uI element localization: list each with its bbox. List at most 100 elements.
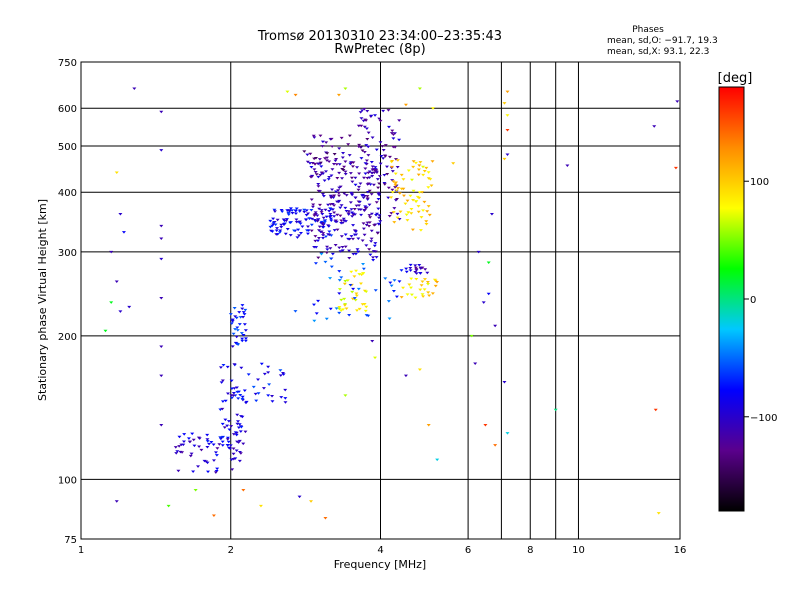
data-point bbox=[325, 248, 330, 251]
data-point bbox=[361, 196, 366, 200]
data-point bbox=[241, 442, 246, 446]
data-point bbox=[315, 239, 320, 243]
data-point bbox=[346, 213, 351, 216]
data-point bbox=[228, 313, 233, 316]
data-point bbox=[320, 226, 325, 229]
y-tick-label: 100 bbox=[58, 475, 77, 486]
data-point bbox=[312, 136, 317, 139]
data-point bbox=[385, 172, 390, 176]
data-point bbox=[365, 110, 370, 113]
data-point bbox=[349, 161, 354, 165]
data-point bbox=[218, 366, 223, 369]
data-point bbox=[435, 458, 440, 462]
data-point bbox=[356, 185, 361, 189]
data-point bbox=[405, 199, 410, 203]
data-point bbox=[337, 186, 342, 190]
data-point bbox=[553, 408, 558, 412]
data-point bbox=[362, 209, 367, 212]
data-point bbox=[352, 297, 357, 300]
data-point bbox=[189, 452, 194, 456]
data-point bbox=[321, 194, 326, 198]
data-point bbox=[338, 206, 343, 210]
data-point bbox=[377, 117, 382, 121]
data-point bbox=[322, 179, 327, 183]
data-point bbox=[417, 368, 422, 371]
data-point bbox=[421, 173, 426, 177]
data-point bbox=[408, 269, 413, 272]
data-point bbox=[304, 218, 309, 222]
data-point bbox=[234, 335, 239, 339]
data-point bbox=[316, 237, 321, 240]
data-point bbox=[337, 288, 342, 291]
chart-title: Tromsø 20130310 23:34:00–23:35:43 bbox=[257, 29, 502, 44]
data-point bbox=[313, 171, 318, 174]
data-point bbox=[656, 512, 661, 515]
data-point bbox=[363, 309, 368, 313]
data-point bbox=[237, 423, 242, 426]
data-point bbox=[349, 270, 354, 274]
data-point bbox=[366, 145, 371, 149]
data-point bbox=[356, 124, 361, 128]
data-point bbox=[313, 211, 318, 214]
data-point bbox=[237, 459, 242, 463]
data-point bbox=[279, 209, 284, 212]
data-point bbox=[373, 289, 378, 292]
data-point bbox=[312, 168, 317, 171]
data-point bbox=[389, 165, 394, 169]
data-point bbox=[391, 137, 396, 140]
data-point bbox=[350, 290, 355, 294]
data-point bbox=[232, 363, 237, 366]
data-point bbox=[280, 210, 285, 213]
data-point bbox=[399, 269, 404, 272]
data-point bbox=[401, 187, 406, 191]
data-point bbox=[360, 109, 365, 112]
data-point bbox=[420, 280, 425, 284]
data-point bbox=[382, 174, 387, 177]
data-point bbox=[366, 171, 371, 175]
data-point bbox=[305, 160, 310, 164]
data-point bbox=[425, 210, 430, 213]
data-point bbox=[294, 221, 299, 224]
data-point bbox=[481, 301, 486, 304]
data-point bbox=[414, 200, 419, 203]
data-point bbox=[205, 440, 210, 443]
data-point bbox=[181, 443, 186, 447]
data-point bbox=[270, 394, 275, 398]
data-point bbox=[261, 387, 266, 390]
data-point bbox=[234, 386, 239, 390]
data-point bbox=[230, 345, 235, 348]
data-point bbox=[118, 310, 123, 313]
data-point bbox=[238, 452, 243, 455]
data-point bbox=[422, 278, 427, 281]
data-point bbox=[329, 219, 334, 222]
data-point bbox=[213, 451, 218, 454]
data-point bbox=[356, 237, 361, 240]
data-point bbox=[370, 340, 375, 343]
data-point bbox=[342, 304, 347, 307]
data-point bbox=[652, 125, 657, 128]
colorbar-tick-label: 100 bbox=[750, 177, 769, 188]
data-point bbox=[271, 223, 276, 226]
data-point bbox=[231, 394, 236, 397]
data-point bbox=[430, 160, 435, 163]
data-point bbox=[242, 313, 247, 316]
data-point bbox=[332, 211, 337, 215]
data-point bbox=[267, 383, 272, 386]
data-point bbox=[310, 217, 315, 221]
data-point bbox=[362, 302, 367, 306]
data-point bbox=[176, 469, 181, 473]
data-point bbox=[368, 216, 373, 219]
data-point bbox=[226, 440, 231, 444]
data-point bbox=[401, 178, 406, 181]
data-point bbox=[226, 446, 231, 450]
data-point bbox=[317, 229, 322, 232]
y-tick-label: 200 bbox=[58, 332, 77, 343]
data-point bbox=[103, 329, 108, 333]
data-point bbox=[370, 174, 375, 178]
data-point bbox=[359, 213, 364, 217]
data-point bbox=[365, 195, 370, 198]
data-point bbox=[377, 175, 382, 178]
data-point bbox=[278, 229, 283, 233]
data-point bbox=[159, 297, 164, 300]
